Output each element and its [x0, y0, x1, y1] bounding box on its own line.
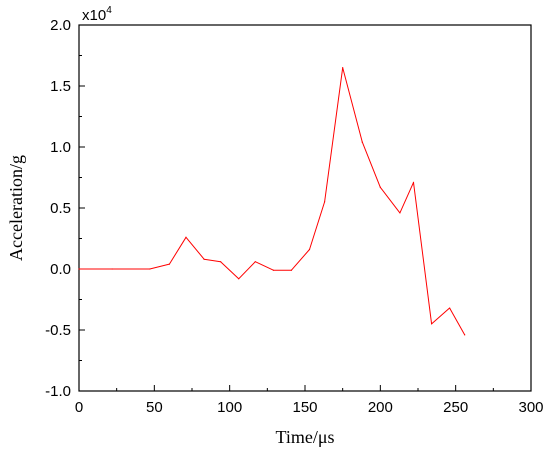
series-line — [79, 67, 466, 336]
y-axis: -1.0 -0.5 0.0 0.5 1.0 1.5 2.0 — [45, 17, 85, 400]
y-tick-label: 2.0 — [50, 17, 71, 34]
data-point — [308, 248, 311, 251]
data-point — [361, 141, 363, 143]
data-point — [238, 278, 240, 280]
data-point — [323, 201, 326, 203]
data-point — [185, 236, 187, 238]
x-tick-label: 50 — [146, 399, 163, 416]
data-point — [412, 181, 415, 183]
data-point — [111, 268, 113, 270]
data-point — [464, 334, 466, 336]
y-tick-label: -1.0 — [45, 383, 71, 400]
x-tick-label: 150 — [292, 399, 317, 416]
y-tick-label: -0.5 — [45, 322, 71, 339]
data-point — [254, 261, 256, 263]
x-axis-label: Time/μs — [275, 427, 334, 447]
data-point — [399, 212, 401, 214]
x-tick-label: 200 — [368, 399, 393, 416]
y-tick-label: 0.5 — [50, 200, 71, 217]
y-tick-label: 1.5 — [50, 78, 71, 95]
data-point — [342, 67, 344, 69]
data-point — [149, 268, 151, 270]
y-axis-label: Acceleration/g — [6, 155, 26, 261]
series-layer — [78, 67, 466, 336]
x-tick-label: 100 — [217, 399, 242, 416]
data-point — [168, 263, 170, 265]
data-point — [430, 323, 433, 325]
y-axis-multiplier: x104 — [82, 5, 112, 24]
x-tick-label: 300 — [518, 399, 543, 416]
data-point — [290, 269, 293, 271]
data-point — [220, 261, 222, 263]
data-point — [203, 258, 205, 260]
data-point — [379, 186, 381, 188]
data-point — [78, 268, 80, 270]
x-axis: 0 50 100 150 200 250 300 — [75, 385, 544, 416]
y-tick-label: 1.0 — [50, 139, 71, 156]
x-tick-label: 0 — [75, 399, 83, 416]
data-point — [449, 307, 451, 309]
plot-frame — [78, 24, 532, 392]
y-tick-label: 0.0 — [50, 261, 71, 278]
data-point — [272, 269, 274, 271]
x-tick-label: 250 — [443, 399, 468, 416]
